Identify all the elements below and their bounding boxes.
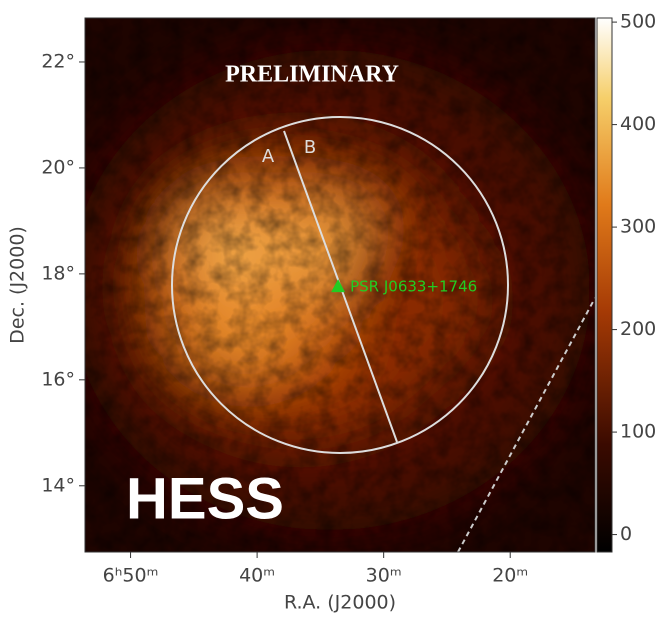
chart: PRELIMINARY HESS A B R.A. (J2000) Dec. (… <box>0 0 669 616</box>
y-tick-label: 20° <box>41 156 75 178</box>
colorbar-tick-label: 500 <box>620 11 656 33</box>
marker-label: PSR J0633+1746 <box>350 278 477 296</box>
y-tick-label: 18° <box>41 262 75 284</box>
x-tick-label: 30ᵐ <box>366 565 402 587</box>
colorbar-tick-label: 100 <box>620 421 656 443</box>
y-axis-label: Dec. (J2000) <box>7 226 29 344</box>
annotation: PRELIMINARY <box>225 62 399 88</box>
y-tick-label: 14° <box>41 474 75 496</box>
x-axis-label: R.A. (J2000) <box>284 592 396 614</box>
colorbar-tick-label: 200 <box>620 318 656 340</box>
annotation: B <box>304 137 316 158</box>
annotation: A <box>262 146 275 167</box>
colorbar-tick-label: 400 <box>620 113 656 135</box>
colorbar-tick-label: 0 <box>620 523 632 545</box>
y-tick-label: 22° <box>41 50 75 72</box>
x-tick-label: 6ʰ50ᵐ <box>103 565 159 587</box>
y-tick-label: 16° <box>41 368 75 390</box>
annotation: HESS <box>126 466 284 531</box>
colorbar-tick-label: 300 <box>620 216 656 238</box>
x-tick-label: 40ᵐ <box>239 565 275 587</box>
x-tick-label: 20ᵐ <box>492 565 528 587</box>
